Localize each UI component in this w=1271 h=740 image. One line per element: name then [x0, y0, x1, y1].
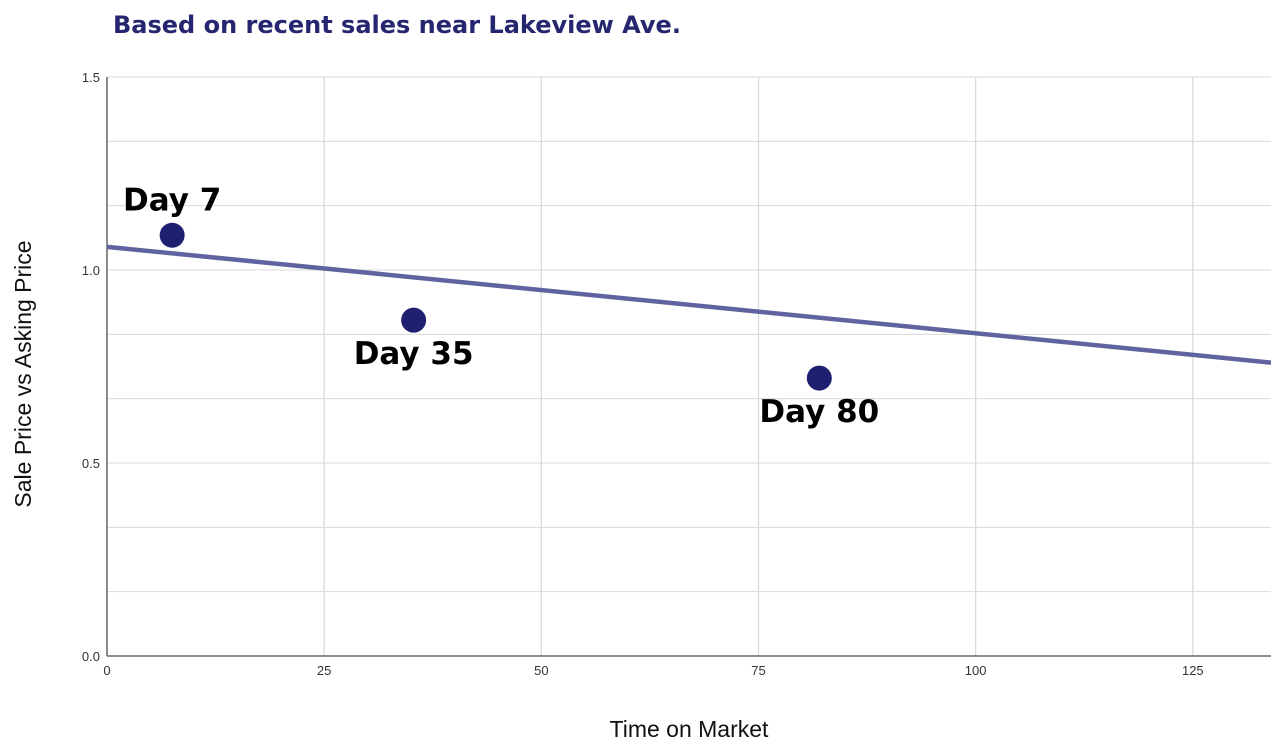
chart-title: Based on recent sales near Lakeview Ave.: [113, 11, 681, 39]
data-point-label: Day 80: [759, 394, 879, 430]
trendline-layer: [106, 244, 1271, 365]
x-tick-label: 25: [317, 663, 331, 678]
x-tick-label: 125: [1182, 663, 1204, 678]
x-axis-label: Time on Market: [610, 716, 770, 740]
x-tick-label: 0: [103, 663, 110, 678]
grid-lines: [107, 76, 1271, 656]
point-labels: Day 7 Day 35 Day 80: [123, 182, 879, 430]
data-points: [159, 222, 832, 391]
y-tick-label: 0.5: [82, 456, 100, 471]
x-tick-label: 100: [965, 663, 987, 678]
y-axis-label: Sale Price vs Asking Price: [10, 240, 36, 507]
data-point-label: Day 35: [354, 336, 474, 372]
tick-labels: 0 25 50 75 100 125 0.0 0.5 1.0 1.5: [82, 70, 1204, 678]
data-point: [401, 307, 427, 333]
data-point-label: Day 7: [123, 182, 221, 218]
data-point: [159, 222, 185, 248]
axes: [106, 77, 1271, 657]
y-tick-label: 0.0: [82, 649, 100, 664]
x-tick-label: 50: [534, 663, 548, 678]
x-tick-label: 75: [751, 663, 765, 678]
y-tick-label: 1.0: [82, 263, 100, 278]
data-point: [806, 365, 832, 391]
y-tick-label: 1.5: [82, 70, 100, 85]
trendline: [106, 244, 1271, 365]
